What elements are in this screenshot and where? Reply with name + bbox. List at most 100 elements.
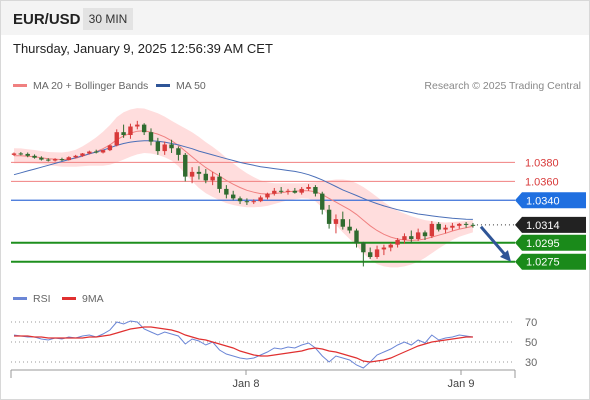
candle-body-40	[285, 190, 291, 192]
candle-body-20	[148, 132, 154, 142]
candle-body-60	[422, 232, 428, 237]
candle-body-56	[395, 239, 400, 245]
candle-body-61	[429, 223, 435, 237]
bollinger-band-area	[14, 108, 473, 268]
x-tick-label-0: Jan 8	[233, 378, 260, 390]
candle-body-16	[121, 132, 126, 136]
candle-body-44	[313, 187, 318, 194]
candle-body-59	[415, 232, 421, 240]
candle-body-23	[169, 144, 174, 149]
candle-43	[306, 184, 311, 191]
candle-17	[128, 123, 133, 139]
candle-body-38	[272, 190, 277, 194]
candle-body-43	[306, 187, 311, 189]
candle-57	[402, 233, 407, 244]
candle-body-58	[409, 236, 414, 240]
candle-42	[299, 187, 304, 195]
ma50-swatch-icon	[156, 83, 170, 87]
candle-body-42	[299, 188, 304, 193]
candle-26	[189, 167, 195, 184]
candle-15	[114, 129, 119, 147]
candle-50	[354, 228, 359, 248]
candle-51	[361, 241, 366, 267]
candle-body-22	[162, 144, 167, 152]
candle-67	[470, 222, 476, 228]
candle-52	[368, 247, 373, 259]
candle-body-51	[361, 242, 366, 253]
level-label-0: 1.0380	[525, 157, 559, 169]
candle-29	[210, 171, 215, 186]
candle-64	[450, 222, 455, 231]
candle-body-1	[18, 153, 24, 155]
rsi-ma-line	[14, 326, 473, 363]
candle-1	[18, 152, 24, 156]
candle-4	[39, 156, 44, 161]
candle-28	[203, 169, 208, 184]
rsi-tick-2: 30	[525, 357, 537, 369]
candle-body-15	[114, 132, 119, 146]
candle-body-19	[141, 124, 147, 133]
candle-24	[176, 146, 181, 161]
level-tag-2-bg	[515, 192, 586, 209]
candle-65	[457, 222, 462, 229]
candle-31	[224, 185, 229, 199]
legend-rsi: RSI	[13, 293, 51, 305]
candle-55	[388, 242, 393, 252]
candle-body-33	[237, 198, 243, 202]
candle-body-53	[374, 249, 380, 257]
candle-22	[162, 141, 167, 155]
candle-body-46	[326, 209, 332, 224]
candle-body-67	[470, 224, 476, 226]
candle-6	[52, 158, 58, 162]
candle-body-9	[73, 155, 78, 158]
candle-11	[87, 150, 92, 155]
candle-body-7	[59, 159, 65, 161]
candle-34	[244, 198, 250, 205]
candle-0	[11, 152, 17, 156]
candle-40	[285, 188, 291, 195]
candle-44	[313, 185, 318, 197]
rsi-tick-0: 70	[525, 317, 537, 329]
level-tag-3: 1.0295	[515, 234, 586, 251]
candle-body-39	[278, 190, 284, 192]
candle-53	[374, 245, 380, 259]
candle-38	[272, 187, 277, 196]
candle-body-2	[25, 153, 30, 156]
candle-2	[25, 152, 30, 158]
candle-7	[59, 157, 65, 162]
candle-45	[320, 191, 325, 215]
candle-66	[463, 222, 469, 228]
candle-body-66	[463, 223, 469, 225]
candle-60	[422, 230, 428, 240]
candle-25	[183, 152, 188, 182]
level-tag-4-bg	[515, 253, 586, 270]
legend-rsi-ma: 9MA	[62, 293, 104, 305]
candle-body-65	[457, 223, 462, 226]
candle-54	[381, 244, 387, 256]
level-tag-4: 1.0275	[515, 253, 586, 270]
candle-body-17	[128, 126, 133, 136]
candle-59	[415, 228, 421, 241]
candle-5	[46, 158, 51, 162]
candle-61	[429, 221, 435, 239]
candle-56	[395, 238, 400, 248]
candle-body-18	[135, 124, 140, 127]
candle-46	[326, 204, 332, 229]
candle-body-45	[320, 193, 325, 210]
candle-body-36	[258, 197, 263, 202]
candle-63	[443, 224, 448, 234]
candle-body-35	[251, 201, 256, 203]
candle-body-34	[244, 201, 250, 203]
current-price-tag-bg	[515, 216, 586, 233]
candle-9	[73, 154, 78, 159]
candle-10	[80, 152, 85, 157]
candle-body-32	[231, 194, 236, 199]
candle-47	[333, 214, 339, 234]
candle-body-8	[66, 157, 71, 161]
level-tag-3-text: 1.0295	[526, 238, 560, 250]
timeframe-button[interactable]: 30 MIN	[83, 8, 133, 30]
candle-8	[66, 156, 71, 161]
candle-body-29	[210, 176, 215, 181]
legend-ma20-label: MA 20 + Bollinger Bands	[33, 80, 149, 92]
